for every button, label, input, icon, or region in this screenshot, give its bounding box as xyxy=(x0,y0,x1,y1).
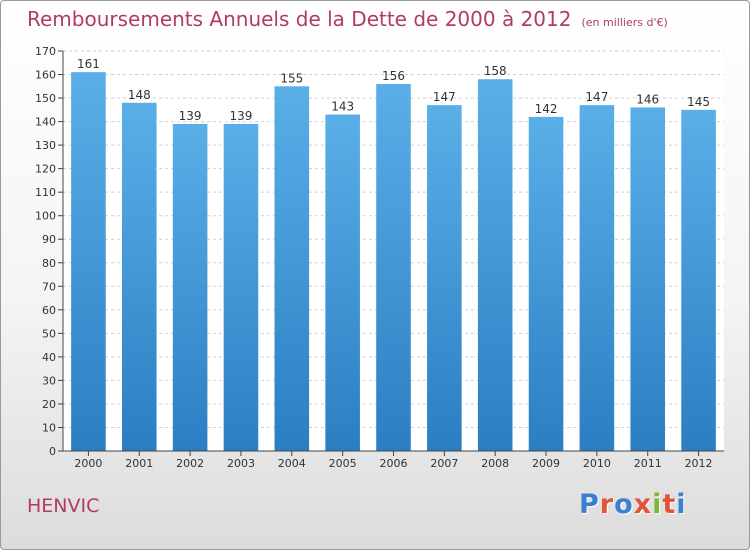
x-tick-label-2008: 2008 xyxy=(481,457,509,470)
y-tick-label: 30 xyxy=(42,374,56,387)
y-tick-label: 70 xyxy=(42,280,56,293)
x-tick-label-2005: 2005 xyxy=(329,457,357,470)
data-label-2005: 143 xyxy=(331,100,354,114)
data-label-2002: 139 xyxy=(179,109,202,123)
logo-letter: t xyxy=(662,489,677,520)
bar-2006 xyxy=(376,83,411,452)
bar-2001 xyxy=(121,102,157,451)
data-label-2008: 158 xyxy=(484,64,507,78)
y-tick-label: 20 xyxy=(42,398,56,411)
x-axis-ticks: 2000 2001 2002 2003 2004 2005 2006 2007 2008 2009… xyxy=(74,451,713,470)
data-label-2009: 142 xyxy=(535,102,558,116)
data-label-2000: 161 xyxy=(77,57,100,71)
bar-2000 xyxy=(71,72,106,452)
data-label-2004: 155 xyxy=(280,71,303,85)
y-tick-label: 90 xyxy=(42,233,56,246)
x-tick-label-2003: 2003 xyxy=(227,457,255,470)
y-tick-label: 50 xyxy=(42,327,56,340)
logo-letter: i xyxy=(676,489,687,520)
y-tick-label: 170 xyxy=(35,45,56,58)
x-tick-label-2001: 2001 xyxy=(125,457,153,470)
logo-letter: r xyxy=(599,489,615,520)
y-tick-label: 0 xyxy=(49,445,56,458)
y-tick-label: 160 xyxy=(35,69,56,82)
bar-2003 xyxy=(223,123,259,452)
x-tick-label-2012: 2012 xyxy=(685,457,713,470)
data-labels: 161 148 139 139 155 143 156 147 158 142 147 146 145 xyxy=(77,57,710,123)
bar-2002 xyxy=(172,123,208,452)
y-tick-label: 140 xyxy=(35,116,56,129)
y-tick-label: 10 xyxy=(42,421,56,434)
x-tick-label-2007: 2007 xyxy=(430,457,458,470)
x-tick-label-2010: 2010 xyxy=(583,457,611,470)
bar-2009 xyxy=(528,116,564,451)
x-tick-label-2004: 2004 xyxy=(278,457,306,470)
logo-letter: x xyxy=(633,489,653,520)
data-label-2006: 156 xyxy=(382,69,405,83)
x-tick-label-2009: 2009 xyxy=(532,457,560,470)
data-label-2003: 139 xyxy=(230,109,253,123)
bars xyxy=(71,72,716,452)
y-tick-label: 110 xyxy=(35,186,56,199)
bar-2008 xyxy=(477,79,513,451)
x-tick-label-2006: 2006 xyxy=(380,457,408,470)
bar-2007 xyxy=(427,105,462,451)
x-tick-label-2000: 2000 xyxy=(74,457,102,470)
bar-2011 xyxy=(630,107,666,452)
bar-2010 xyxy=(579,105,615,451)
y-tick-label: 150 xyxy=(35,92,56,105)
chart-title: Remboursements Annuels de la Dette de 20… xyxy=(27,7,668,31)
data-label-2001: 148 xyxy=(128,88,151,102)
place-name: HENVIC xyxy=(27,495,100,517)
y-tick-label: 40 xyxy=(42,351,56,364)
data-label-2007: 147 xyxy=(433,90,456,104)
x-tick-label-2011: 2011 xyxy=(634,457,662,470)
y-tick-label: 130 xyxy=(35,139,56,152)
proxiti-logo: Proxiti xyxy=(579,489,687,520)
data-label-2012: 145 xyxy=(687,95,710,109)
title-text: Remboursements Annuels de la Dette de 20… xyxy=(27,7,572,31)
logo-letter: P xyxy=(579,489,600,520)
y-tick-label: 80 xyxy=(42,257,56,270)
data-label-2010: 147 xyxy=(585,90,608,104)
bar-2012 xyxy=(681,109,716,451)
bar-2004 xyxy=(274,86,310,451)
bar-2005 xyxy=(325,114,360,451)
y-tick-label: 120 xyxy=(35,163,56,176)
y-axis-ticks: 0 10 20 30 40 50 60 70 80 90 100 110 120 130 140 150 160… xyxy=(35,45,63,458)
logo-letter: o xyxy=(614,489,634,520)
y-tick-label: 60 xyxy=(42,304,56,317)
chart-subtitle: (en milliers d'€) xyxy=(581,16,668,29)
data-label-2011: 146 xyxy=(636,92,659,106)
x-tick-label-2002: 2002 xyxy=(176,457,204,470)
logo-letter: i xyxy=(652,489,663,520)
y-tick-label: 100 xyxy=(35,210,56,223)
